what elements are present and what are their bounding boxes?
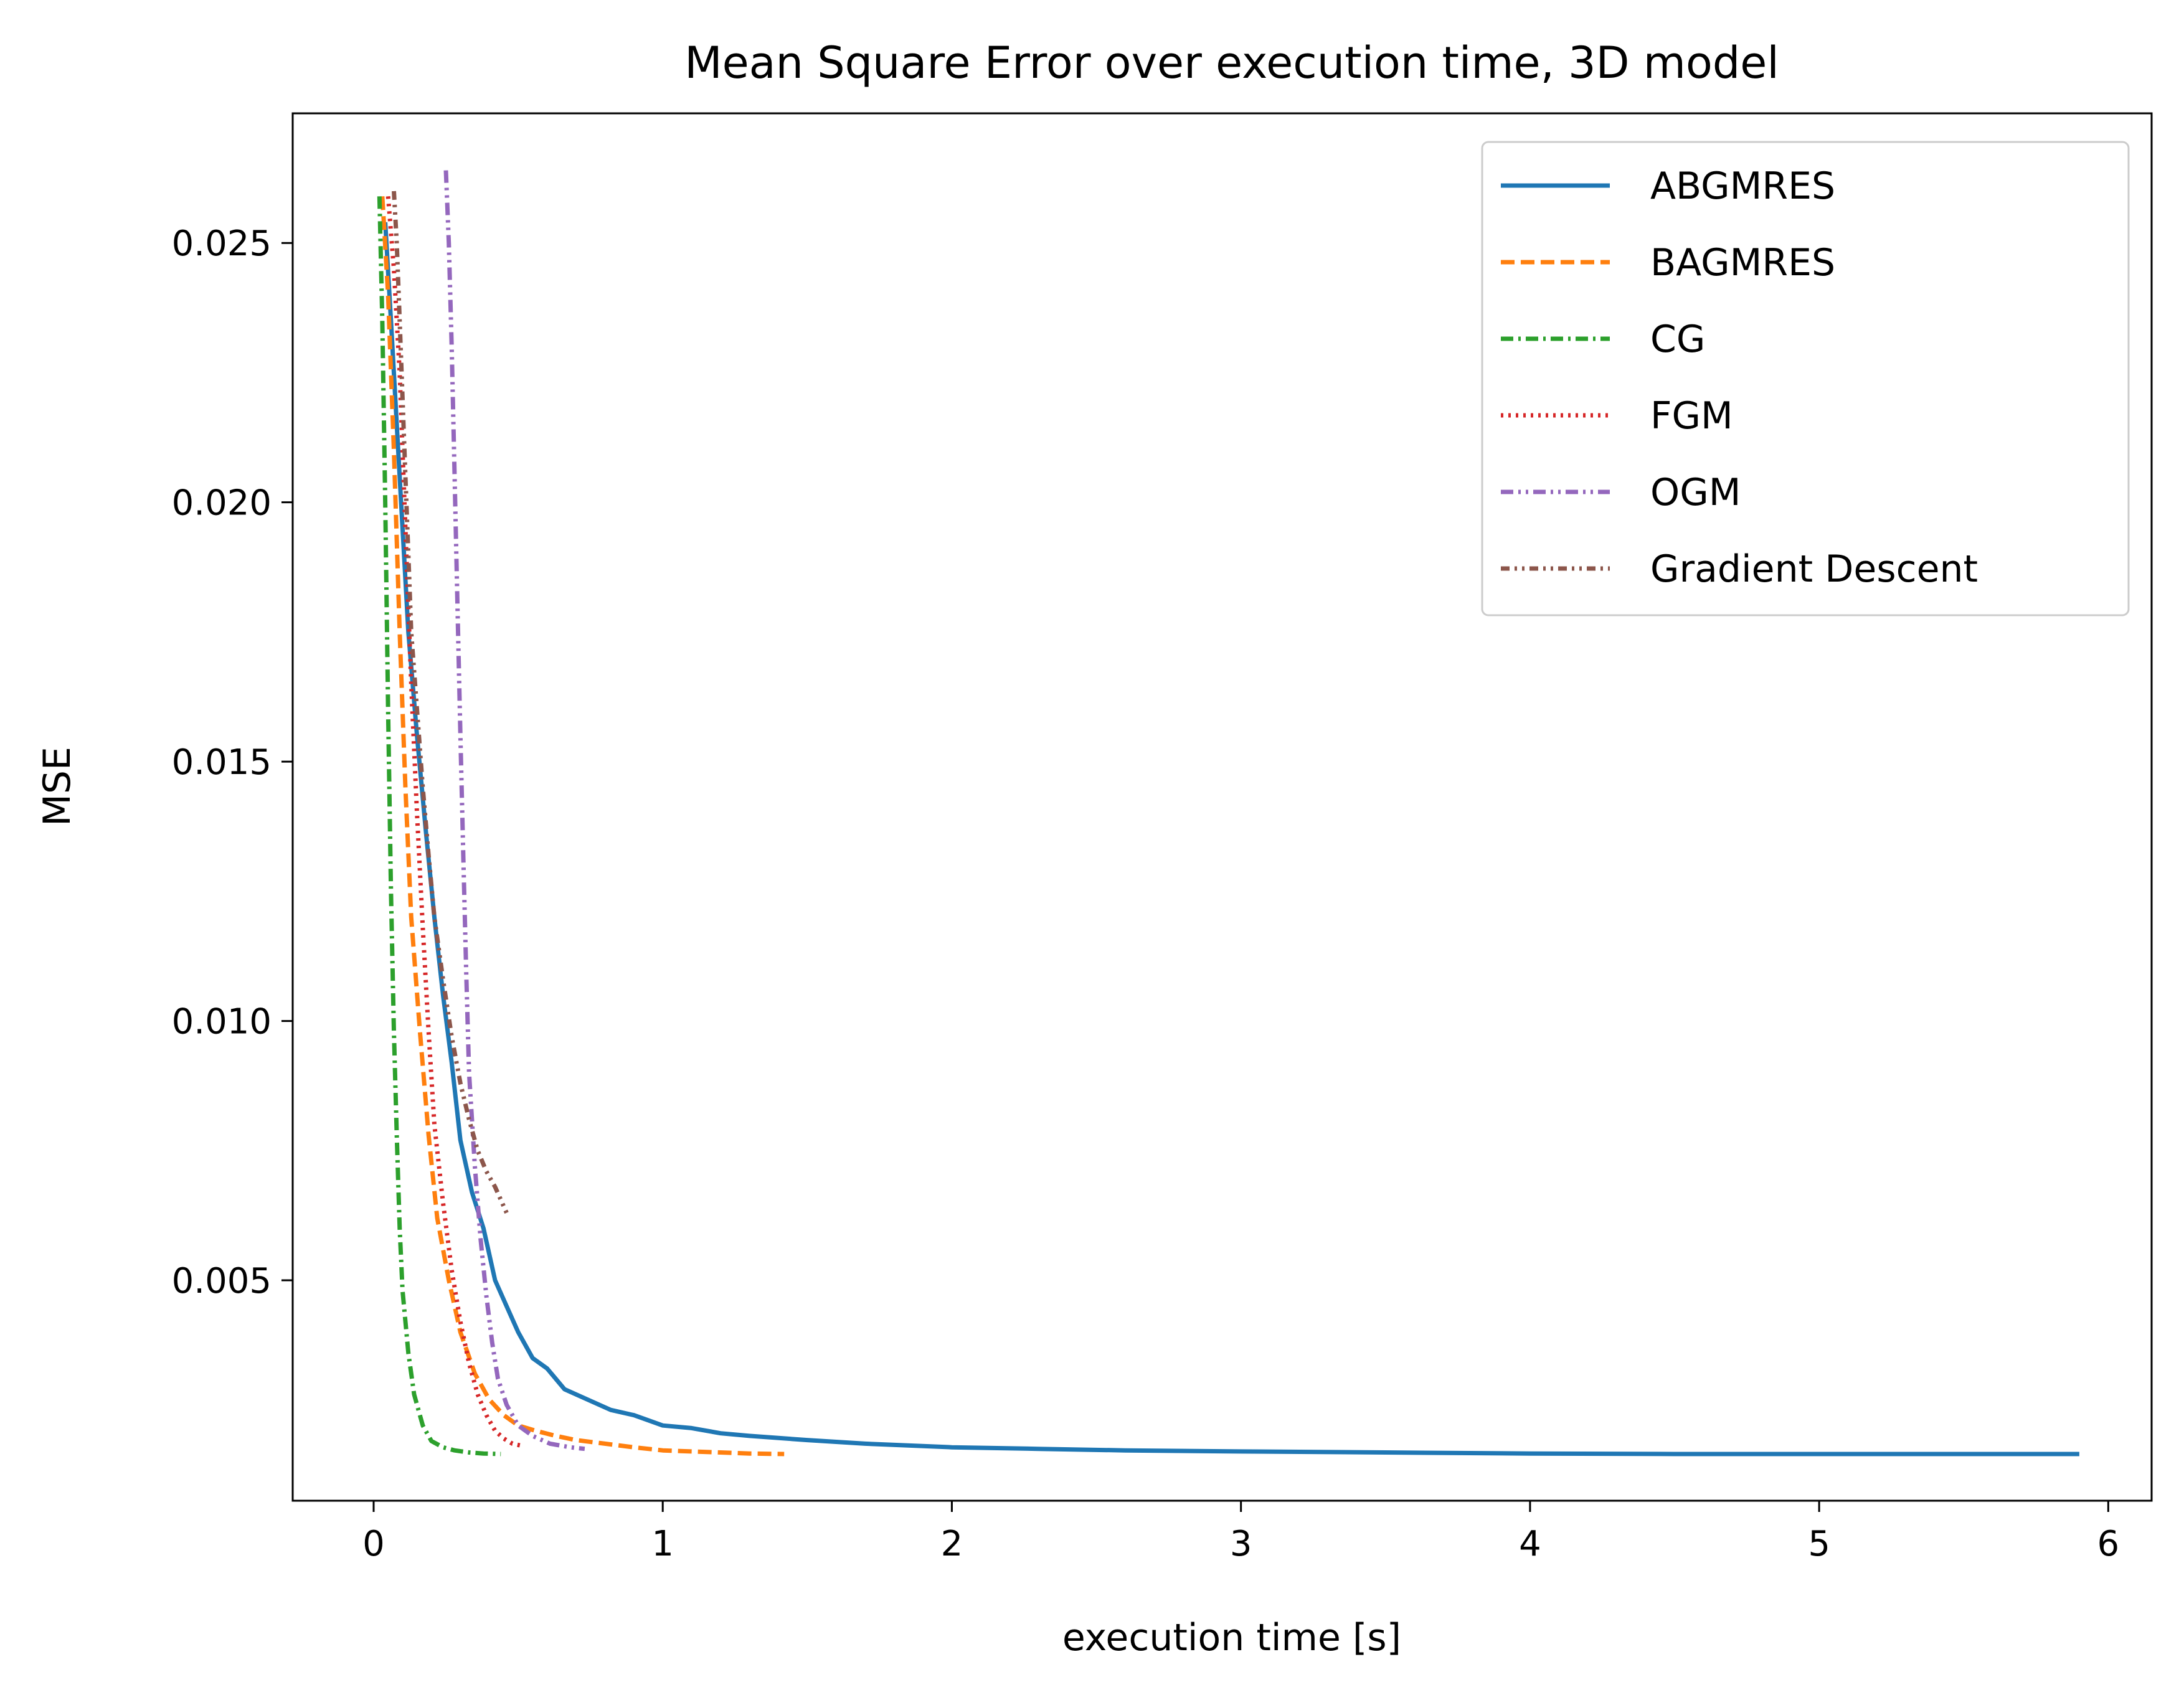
y-tick-label: 0.015 <box>172 742 272 783</box>
legend-label-gradient-descent: Gradient Descent <box>1650 547 1978 591</box>
y-tick-label: 0.025 <box>172 224 272 264</box>
legend-label-cg: CG <box>1650 318 1705 361</box>
legend-label-ogm: OGM <box>1650 471 1741 514</box>
x-axis-label: execution time [s] <box>1062 1616 1401 1660</box>
legend-box <box>1481 141 2130 616</box>
legend: ABGMRES BAGMRES CG FGM OGM Gradient Descent <box>1481 141 2130 616</box>
y-axis-ticks: 0.005 0.010 0.015 0.020 0.025 <box>172 224 293 1301</box>
series-line-gradient-descent <box>392 191 509 1214</box>
legend-label-abgmres: ABGMRES <box>1650 164 1835 208</box>
series-line-ogm <box>443 170 585 1452</box>
legend-label-bagmres: BAGMRES <box>1650 241 1835 285</box>
y-tick-label: 0.010 <box>172 1002 272 1042</box>
x-tick-label: 6 <box>2097 1524 2120 1564</box>
series-line-cg <box>377 196 501 1457</box>
x-tick-label: 0 <box>362 1524 385 1564</box>
y-tick-label: 0.005 <box>172 1261 272 1301</box>
legend-label-fgm: FGM <box>1650 394 1733 438</box>
x-tick-label: 2 <box>941 1524 963 1564</box>
x-tick-label: 3 <box>1230 1524 1252 1564</box>
plot-area <box>291 112 2153 1502</box>
y-tick-label: 0.020 <box>172 483 272 524</box>
x-axis-ticks: 0 1 2 3 4 5 6 <box>362 1501 2119 1564</box>
chart-title: Mean Square Error over execution time, 3… <box>684 37 1779 88</box>
y-axis-label: MSE <box>35 747 79 826</box>
x-tick-label: 1 <box>651 1524 674 1564</box>
axes-frame <box>291 112 2153 1502</box>
series-line-bagmres <box>380 196 785 1457</box>
x-tick-label: 5 <box>1808 1524 1830 1564</box>
x-tick-label: 4 <box>1519 1524 1541 1564</box>
series-lines <box>377 170 2079 1457</box>
